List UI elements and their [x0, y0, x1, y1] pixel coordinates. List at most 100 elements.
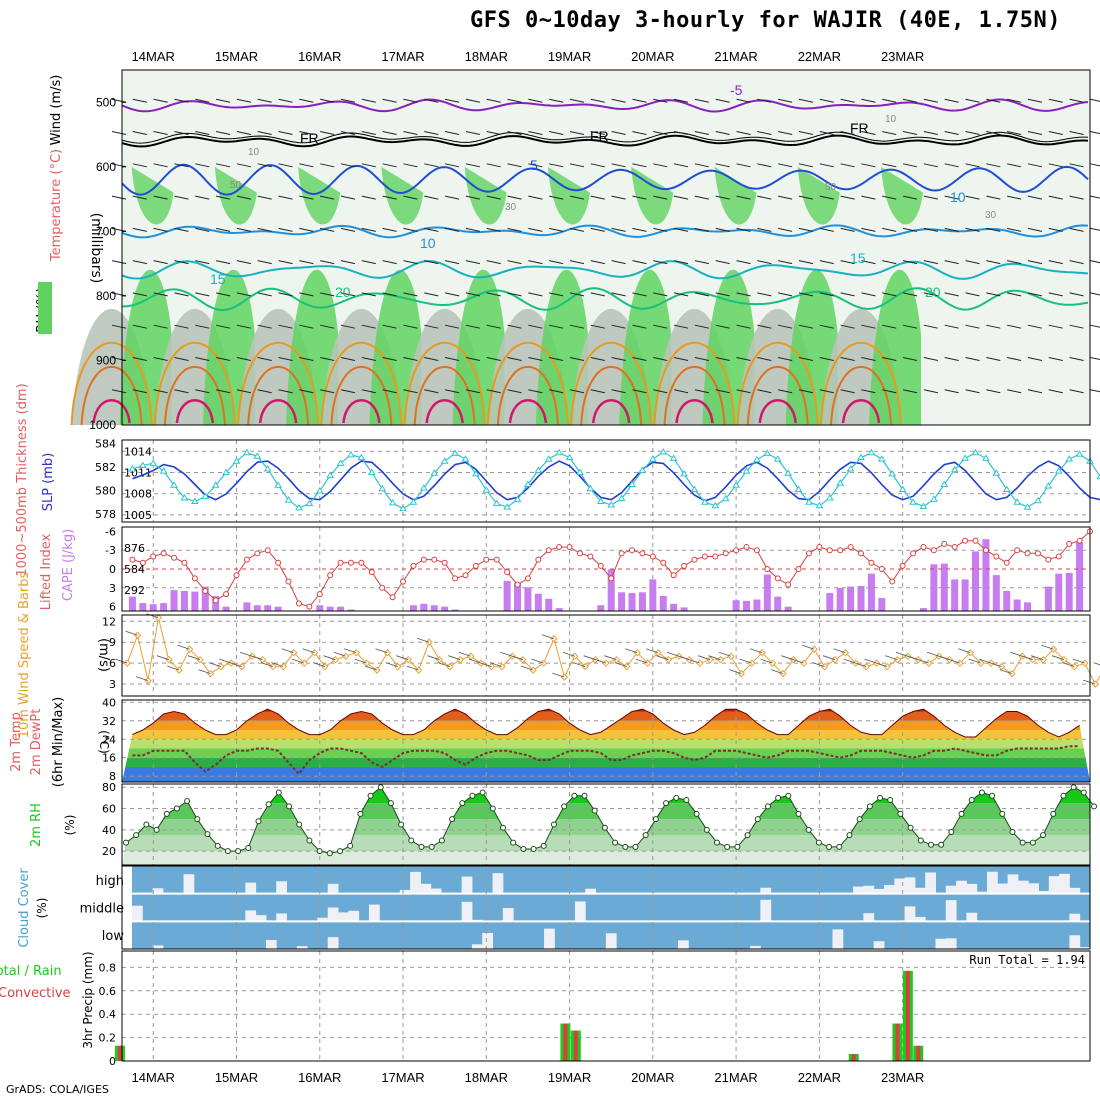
wind-barb	[1007, 227, 1022, 232]
wind-barb	[489, 662, 503, 668]
cloud-cell	[997, 883, 1009, 894]
wind-barb	[562, 651, 575, 657]
wind-barb	[798, 98, 814, 103]
wind-barb	[340, 131, 356, 136]
wind-barb	[778, 324, 793, 329]
wind-barb	[854, 662, 867, 668]
temp-contour-minus5	[121, 98, 1089, 113]
slp-point	[888, 469, 897, 477]
wind-barb	[507, 389, 522, 394]
thickness-tick: 580	[95, 484, 116, 497]
li-point	[483, 556, 490, 563]
rh-moist-patch	[547, 166, 590, 225]
slp-point	[825, 493, 834, 501]
wind-barb	[882, 292, 897, 297]
wind-units: (m/s)	[96, 638, 111, 672]
contour-label: 10	[420, 235, 436, 251]
wind-barb	[625, 648, 638, 654]
wind-barb	[424, 163, 439, 168]
wind-barb	[736, 324, 751, 329]
cloud-cell	[863, 885, 875, 894]
precip-convective-bar	[895, 1023, 900, 1061]
wind-barb	[978, 658, 992, 664]
wind-barb	[944, 195, 959, 200]
cloud-cell	[585, 888, 597, 894]
wind-barb	[465, 195, 480, 200]
li-point	[452, 575, 459, 582]
wind-barb	[1069, 389, 1084, 394]
wind-barb	[590, 195, 605, 200]
wind-barb	[673, 163, 689, 168]
temp-contour-35	[342, 399, 381, 424]
rh-point	[1091, 803, 1097, 810]
wind-barb	[444, 98, 460, 103]
temp-contour-30	[330, 366, 393, 426]
wind-barb	[486, 389, 501, 394]
wind-barb	[195, 324, 210, 329]
wind-barb	[1083, 679, 1096, 685]
li-point	[1066, 540, 1073, 547]
wind-barb	[819, 227, 834, 232]
wind-barb	[1093, 662, 1100, 666]
wind-barb	[153, 195, 168, 200]
slp-point	[315, 486, 324, 494]
cape-bar	[597, 605, 605, 611]
cloud-cell	[914, 887, 926, 894]
wind-barb	[673, 389, 689, 394]
contour-label: FR	[850, 120, 869, 136]
rh-point	[194, 816, 201, 823]
wind-barb	[486, 131, 501, 136]
wind-barb	[840, 389, 855, 394]
wind-barb	[906, 655, 919, 661]
cloud-cell	[544, 928, 555, 949]
temp-contour-35	[175, 399, 215, 424]
cape-bar	[972, 551, 980, 611]
wind-barb	[923, 98, 938, 103]
rh-point	[204, 831, 211, 838]
slp-point	[201, 492, 210, 500]
cloud-cell	[966, 912, 978, 922]
li-point	[1014, 547, 1021, 554]
cape-bar	[337, 606, 345, 611]
rh-point	[1029, 839, 1036, 846]
wind-barb	[1041, 644, 1054, 650]
cape-bar	[149, 604, 157, 611]
wind-barb	[965, 98, 980, 103]
wind-barb	[923, 195, 938, 200]
li-point	[618, 550, 625, 557]
wind-barb	[1069, 131, 1084, 136]
wind-barb	[549, 260, 564, 265]
wind-barb	[340, 227, 356, 232]
cape-bar	[243, 602, 251, 611]
temp-contour-35	[841, 399, 881, 424]
wind-barb	[937, 655, 950, 661]
slp-tick: 1008	[124, 488, 152, 501]
slp-point	[138, 461, 147, 468]
precip-frame	[121, 950, 1091, 1062]
wind-barb	[1048, 260, 1063, 265]
rh-point	[754, 816, 761, 823]
slp-point	[1034, 496, 1042, 504]
cape-bar	[649, 579, 657, 611]
date-label-top: 22MAR	[798, 49, 841, 64]
wind-barb	[528, 98, 543, 103]
contour-label: 10	[950, 189, 966, 205]
wind-barb	[278, 324, 293, 329]
wind-barb	[569, 98, 585, 103]
wind-barb	[260, 662, 274, 668]
wind-barb	[552, 672, 565, 678]
wind-barb	[944, 98, 959, 103]
wind-barb	[1007, 389, 1022, 394]
wind-barb	[361, 131, 376, 136]
temp-contour-35	[508, 399, 548, 424]
wind-barb	[986, 260, 1001, 265]
wind-barb	[1027, 324, 1043, 329]
wind-barb	[299, 195, 314, 200]
upper-air-frame	[121, 69, 1091, 426]
wind-barb	[195, 131, 210, 136]
cloud-cell	[1079, 947, 1091, 949]
rh-point	[367, 792, 374, 799]
wind-barb	[694, 356, 709, 361]
wind-barb	[999, 669, 1013, 675]
wind-barb	[424, 356, 439, 361]
